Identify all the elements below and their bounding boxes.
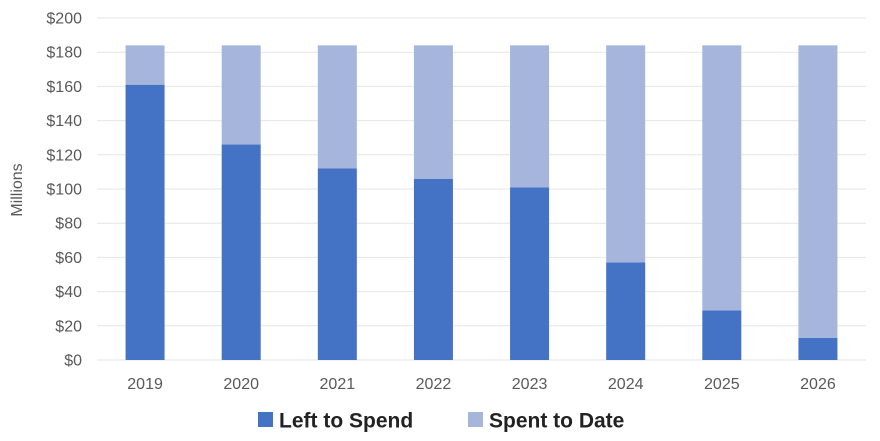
bar-left-to-spend-2022 (413, 178, 453, 360)
x-tick-label: 2022 (416, 376, 452, 393)
y-tick-label: $60 (55, 250, 82, 267)
bars (125, 45, 838, 360)
bar-left-to-spend-2026 (798, 337, 838, 360)
legend-item: Left to Spend (258, 410, 413, 433)
gridlines (97, 17, 866, 361)
y-tick-label: $140 (46, 113, 82, 130)
legend-swatch (258, 412, 273, 427)
y-tick-label: $100 (46, 182, 82, 199)
y-tick-label: $40 (55, 284, 82, 301)
bar-spent-to-date-2025 (702, 45, 742, 311)
legend-label: Left to Spend (279, 410, 413, 433)
x-tick-label: 2025 (704, 376, 740, 393)
bar-left-to-spend-2020 (221, 144, 261, 360)
legend-item: Spent to Date (468, 410, 624, 433)
bar-left-to-spend-2025 (702, 310, 742, 360)
y-tick-label: $20 (55, 318, 82, 335)
bar-left-to-spend-2023 (510, 187, 550, 360)
x-tick-label: 2024 (608, 376, 644, 393)
x-tick-label: 2020 (223, 376, 259, 393)
bar-left-to-spend-2024 (606, 262, 646, 360)
y-tick-label: $0 (64, 353, 82, 370)
x-tick-label: 2023 (512, 376, 548, 393)
bar-spent-to-date-2022 (413, 45, 453, 179)
y-axis-ticks: $0 $20 $40 $60 $80 $100 $120 $140 $160 $180 $200 (46, 11, 82, 370)
legend-swatch (468, 412, 483, 427)
bar-spent-to-date-2024 (606, 45, 646, 263)
bar-spent-to-date-2023 (510, 45, 550, 188)
x-axis-ticks: 2019 2020 2021 2022 2023 2024 2025 2026 (127, 376, 836, 393)
y-tick-label: $80 (55, 216, 82, 233)
x-tick-label: 2019 (127, 376, 163, 393)
y-tick-label: $200 (46, 11, 82, 28)
legend-label: Spent to Date (489, 410, 624, 433)
bar-spent-to-date-2021 (317, 45, 357, 169)
x-tick-label: 2026 (800, 376, 836, 393)
y-tick-label: $160 (46, 79, 82, 96)
bar-left-to-spend-2021 (317, 168, 357, 360)
bar-spent-to-date-2020 (221, 45, 261, 145)
bar-spent-to-date-2026 (798, 45, 838, 338)
x-tick-label: 2021 (320, 376, 356, 393)
bar-spent-to-date-2019 (125, 45, 165, 85)
y-axis-label: Millions (9, 163, 26, 216)
legend: Left to Spend Spent to Date (258, 410, 624, 433)
y-tick-label: $180 (46, 45, 82, 62)
bar-left-to-spend-2019 (125, 84, 165, 360)
y-tick-label: $120 (46, 147, 82, 164)
